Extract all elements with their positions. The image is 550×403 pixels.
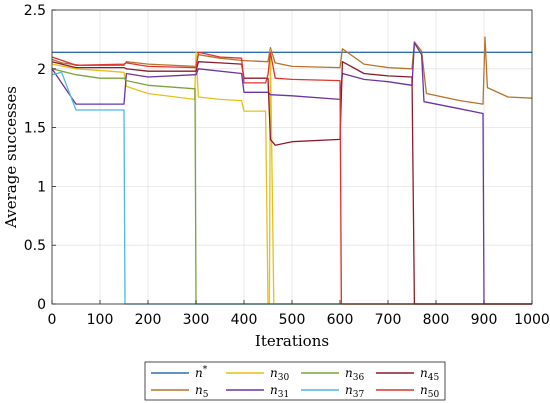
legend-entry: n50 [376,383,439,400]
x-axis-title: Iterations [255,332,329,350]
x-tick-label: 600 [327,312,354,328]
legend-label: n36 [345,366,364,383]
legend-label: n37 [345,383,364,400]
series-line-n36 [51,68,532,305]
x-tick-label: 300 [183,312,210,328]
legend-label: n31 [270,383,289,400]
y-tick-label: 1 [37,179,46,195]
x-tick-labels: 0 100 200 300 400 500 600 700 800 900 1000 [48,300,550,328]
series-line-n31 [51,42,532,305]
legend-entry: n30 [226,366,289,383]
series-line-n50 [51,51,532,305]
legend-label: n50 [420,383,439,400]
y-tick-label: 0.5 [24,238,46,254]
series-line-n30 [51,49,532,305]
y-tick-label: 1.5 [24,121,46,137]
legend-box [144,361,446,401]
legend-entry: n37 [301,383,364,400]
legend: n* n30 n36 n45 n5 n31 n37 n50 [144,361,446,401]
x-tick-label: 100 [87,312,114,328]
x-tick-label: 500 [279,312,306,328]
legend-label: n45 [420,366,439,383]
legend-entry: n45 [376,366,439,383]
legend-entry: n31 [226,383,289,400]
legend-label: n5 [195,383,209,400]
x-tick-label: 1000 [514,312,550,328]
y-tick-label: 2.5 [24,3,46,19]
x-tick-label: 400 [231,312,258,328]
legend-entry: n36 [301,366,364,383]
y-axis-title: Average successes [2,86,20,229]
y-tick-labels: 0 0.5 1 1.5 2 2.5 [24,3,56,313]
y-tick-label: 2 [37,62,46,78]
y-tick-label: 0 [37,297,46,313]
x-tick-label: 700 [375,312,402,328]
legend-entry: n* [151,365,208,380]
x-tick-label: 0 [48,312,57,328]
x-tick-label: 900 [471,312,498,328]
series-line-n5 [51,36,533,105]
x-tick-label: 200 [135,312,162,328]
legend-entry: n5 [151,383,209,400]
legend-label: n* [195,365,208,380]
series-line-n45 [51,61,532,305]
legend-label: n30 [270,366,289,383]
x-tick-label: 800 [423,312,450,328]
